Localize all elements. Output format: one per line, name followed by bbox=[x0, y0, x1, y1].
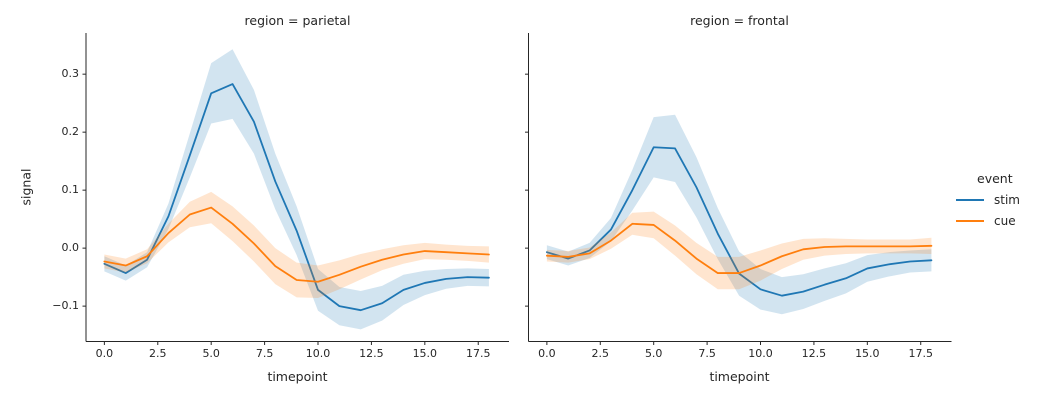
frontal-stim-band bbox=[546, 114, 932, 315]
x-tick-label: 2.5 bbox=[591, 347, 610, 360]
x-tick-label: 5.0 bbox=[202, 347, 220, 360]
x-tick-label: 15.0 bbox=[855, 347, 880, 360]
x-tick-label: 2.5 bbox=[149, 347, 167, 360]
x-tick-label: 7.5 bbox=[698, 347, 716, 360]
y-tick-label: −0.1 bbox=[52, 299, 79, 313]
y-axis-label: signal bbox=[18, 168, 34, 206]
stim-line-swatch bbox=[956, 199, 984, 201]
parietal-stim-band bbox=[104, 49, 489, 330]
y-tick-label: 0.1 bbox=[61, 183, 80, 197]
x-tick-label: 5.0 bbox=[644, 347, 663, 360]
cue-line-swatch bbox=[956, 220, 984, 222]
x-tick-label: 17.5 bbox=[465, 347, 491, 360]
x-tick-label: 17.5 bbox=[908, 347, 933, 360]
x-tick-label: 10.0 bbox=[305, 347, 331, 360]
parietal-cue-line bbox=[103, 206, 490, 283]
legend-label-cue: cue bbox=[994, 214, 1016, 228]
x-tick-label: 7.5 bbox=[255, 347, 274, 360]
parietal-stim-line bbox=[103, 83, 490, 312]
parietal-cue-band bbox=[104, 191, 489, 299]
x-tick-label: 0.0 bbox=[538, 347, 556, 360]
legend-item-stim: stim bbox=[956, 193, 1020, 207]
x-tick-label: 10.0 bbox=[748, 347, 773, 360]
legend-label-stim: stim bbox=[994, 193, 1020, 207]
frontal-cue-line bbox=[545, 222, 933, 274]
x-tick-label: 15.0 bbox=[412, 347, 438, 360]
legend-item-cue: cue bbox=[956, 214, 1020, 228]
x-tick-label: 12.5 bbox=[801, 347, 827, 360]
facet-title-frontal: region = frontal bbox=[690, 13, 789, 28]
x-axis-label: timepoint bbox=[709, 369, 770, 384]
legend: event stim cue bbox=[956, 171, 1020, 228]
y-tick-label: 0.2 bbox=[61, 125, 80, 139]
x-tick-label: 0.0 bbox=[95, 347, 114, 360]
x-axis-label: timepoint bbox=[267, 369, 328, 384]
facet-title-parietal: region = parietal bbox=[244, 13, 351, 28]
legend-title: event bbox=[977, 171, 1013, 186]
frontal-cue-band bbox=[546, 211, 932, 290]
y-tick-label: 0.3 bbox=[61, 67, 80, 81]
y-tick-label: 0.0 bbox=[61, 241, 80, 255]
x-tick-label: 12.5 bbox=[359, 347, 384, 360]
